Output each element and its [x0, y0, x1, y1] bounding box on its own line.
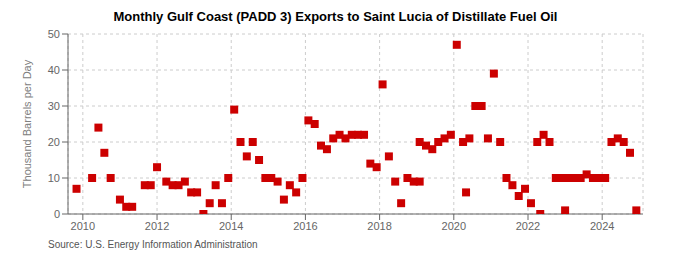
svg-text:2014: 2014: [219, 220, 243, 232]
svg-text:0: 0: [54, 208, 60, 220]
svg-text:2010: 2010: [71, 220, 95, 232]
svg-text:2022: 2022: [516, 220, 540, 232]
svg-text:50: 50: [48, 28, 60, 40]
svg-text:2016: 2016: [293, 220, 317, 232]
svg-text:2018: 2018: [367, 220, 391, 232]
svg-text:2012: 2012: [145, 220, 169, 232]
svg-text:10: 10: [48, 172, 60, 184]
svg-text:40: 40: [48, 64, 60, 76]
svg-text:20: 20: [48, 136, 60, 148]
svg-text:2024: 2024: [590, 220, 614, 232]
svg-text:30: 30: [48, 100, 60, 112]
svg-text:Thousand Barrels per Day: Thousand Barrels per Day: [21, 59, 33, 188]
svg-text:2020: 2020: [442, 220, 466, 232]
html-text:Source: U.S. Energy Informatio: Source: U.S. Energy Information Administ…: [48, 239, 258, 250]
html-text:Monthly Gulf Coast (PADD 3) Ex: Monthly Gulf Coast (PADD 3) Exports to S…: [113, 9, 558, 24]
